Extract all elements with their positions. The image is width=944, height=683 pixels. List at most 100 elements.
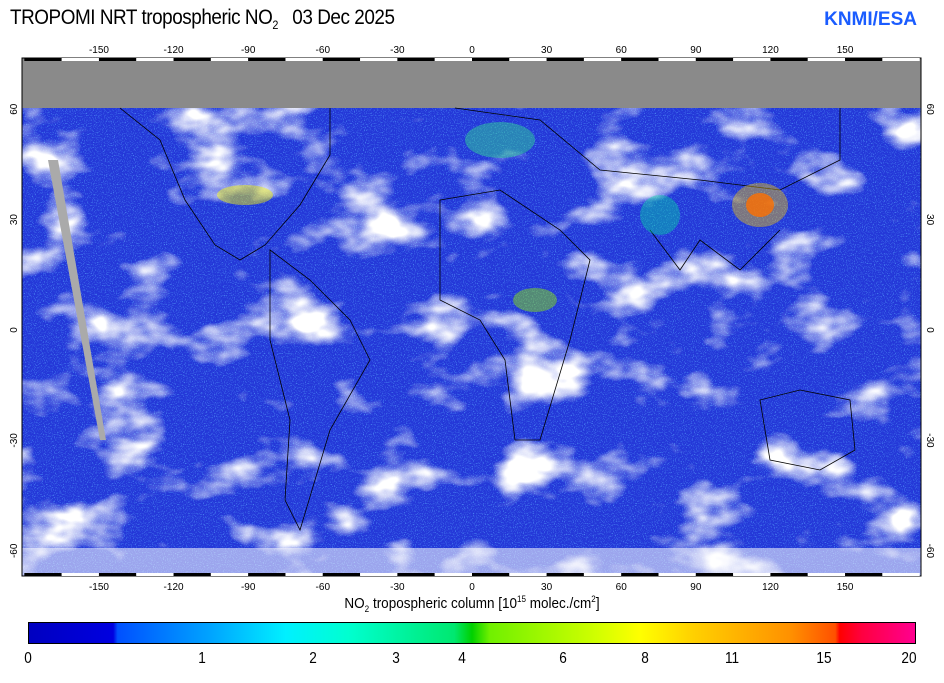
lat-label-right: 0 xyxy=(924,327,935,333)
tick-segment xyxy=(658,58,696,61)
tick-segment xyxy=(24,573,62,576)
pollution-hotspots xyxy=(217,122,788,312)
lon-label-bottom: -120 xyxy=(164,582,184,593)
hotspot-china-halo xyxy=(732,183,788,227)
cloud-cover xyxy=(22,58,921,576)
lat-label-right: -30 xyxy=(924,433,935,448)
tick-segment xyxy=(770,58,808,61)
orbit-gap xyxy=(48,160,106,440)
tick-segment xyxy=(173,58,211,61)
colorbar-tick-label: 11 xyxy=(724,650,740,667)
tick-segment xyxy=(434,58,472,61)
lon-label-top: -150 xyxy=(89,45,109,56)
tick-segment xyxy=(61,573,99,576)
lon-label-top: 120 xyxy=(762,45,779,56)
lon-label-top: 90 xyxy=(690,45,702,56)
tick-segment xyxy=(621,58,659,61)
tick-segment xyxy=(285,573,323,576)
lat-label-left: -30 xyxy=(9,433,20,448)
tick-segment xyxy=(509,573,547,576)
tick-segment xyxy=(546,58,584,61)
lon-label-top: 150 xyxy=(837,45,854,56)
lon-label-bottom: 150 xyxy=(837,582,854,593)
colorbar-tick-label: 6 xyxy=(559,650,567,667)
tick-segment xyxy=(61,58,99,61)
eurasia-outline xyxy=(454,107,841,191)
tick-segment xyxy=(695,573,734,576)
lon-label-bottom: -60 xyxy=(316,582,331,593)
lon-label-top: -60 xyxy=(316,45,331,56)
map-panel: -150 -120 -90 -60 -30 0 30 60 90 120 150 -150 -120-… xyxy=(9,45,935,593)
australia-outline xyxy=(759,389,856,471)
lon-label-top: 60 xyxy=(616,45,628,56)
lat-label-left: 60 xyxy=(9,103,20,115)
figure-title: TROPOMI NRT tropospheric NO2 03 Dec 2025 xyxy=(10,6,395,33)
lat-label-left: -60 xyxy=(9,543,20,558)
tick-segment xyxy=(733,58,771,61)
colorbar-tick-label: 4 xyxy=(458,650,466,667)
colorbar-tick-label: 20 xyxy=(901,650,917,667)
colorbar-tick-label: 2 xyxy=(309,650,317,667)
lat-label-right: -60 xyxy=(924,544,935,559)
colorbar xyxy=(28,622,916,644)
lon-label-top: -120 xyxy=(164,45,184,56)
lon-label-bottom: -150 xyxy=(89,582,109,593)
date-label: 03 Dec 2025 xyxy=(292,6,395,29)
africa-outline xyxy=(439,189,591,441)
lon-label-top: 0 xyxy=(469,45,475,56)
lon-label-bottom: 120 xyxy=(762,582,779,593)
longitude-labels-bottom: -150 -120 -90 -60 -30 0 30 60 90 120 150 xyxy=(89,582,854,593)
tick-segment xyxy=(583,573,622,576)
tick-segment xyxy=(136,573,174,576)
hotspot-india xyxy=(640,195,680,235)
lon-label-top: 30 xyxy=(541,45,553,56)
lat-label-right: 30 xyxy=(924,214,935,226)
lon-label-bottom: 60 xyxy=(616,582,628,593)
tick-segment xyxy=(807,58,846,61)
lon-label-bottom: 30 xyxy=(541,582,553,593)
hotspot-us xyxy=(217,185,273,205)
lon-label-bottom: -30 xyxy=(390,582,405,593)
tick-segment xyxy=(285,58,323,61)
tick-segment xyxy=(472,58,510,61)
tick-segment xyxy=(770,573,808,576)
colorbar-tick-label: 3 xyxy=(392,650,400,667)
polar-no-data-band xyxy=(22,58,921,108)
tick-segment xyxy=(397,58,435,61)
latitude-labels: 60 60 30 30 0 0 -30 -30 -60 -60 xyxy=(9,103,935,558)
colorbar-tick-label: 1 xyxy=(198,650,206,667)
tick-segment xyxy=(397,573,435,576)
south-america-outline xyxy=(269,249,371,532)
tick-segment xyxy=(882,573,920,576)
colorbar-tick-label: 15 xyxy=(816,650,832,667)
tick-segment xyxy=(360,573,398,576)
north-america-outline xyxy=(119,107,331,261)
brand-logo-text: KNMI/ESA xyxy=(824,9,917,30)
tick-segment xyxy=(583,58,622,61)
colorbar-label: NO2 tropospheric column [1015 molec./cm2… xyxy=(344,594,600,614)
hotspot-east-china xyxy=(746,193,774,217)
tick-segment xyxy=(845,573,883,576)
tick-segment xyxy=(98,58,137,61)
tick-segment xyxy=(24,58,62,61)
graticule-ticks xyxy=(24,58,920,576)
tick-segment xyxy=(360,58,398,61)
tick-segment xyxy=(434,573,472,576)
coastlines xyxy=(119,107,856,532)
lat-label-left: 0 xyxy=(9,327,20,333)
tick-segment xyxy=(472,573,510,576)
antarctic-edge xyxy=(22,548,921,576)
longitude-labels-top: -150 -120 -90 -60 -30 0 30 60 90 120 150 xyxy=(89,45,854,56)
colorbar-tick-label: 8 xyxy=(641,650,649,667)
lon-label-bottom: 0 xyxy=(469,582,475,593)
lat-label-right: 60 xyxy=(924,104,935,116)
lon-label-top: -30 xyxy=(390,45,405,56)
tick-segment xyxy=(546,573,584,576)
tick-segment xyxy=(807,573,846,576)
tick-segment xyxy=(658,573,696,576)
tick-segment xyxy=(621,573,659,576)
hotspot-europe xyxy=(465,122,535,158)
tick-segment xyxy=(733,573,771,576)
